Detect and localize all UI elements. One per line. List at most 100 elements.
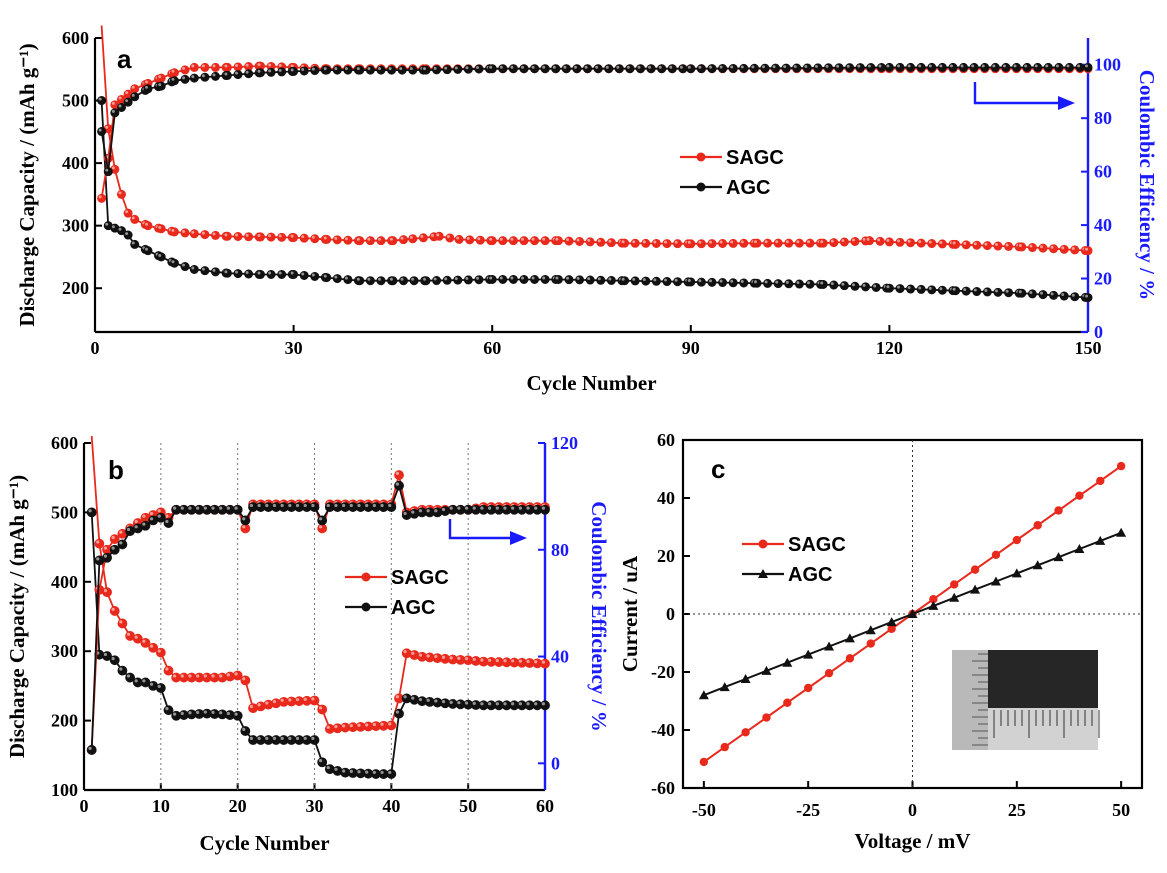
- panel-b-letter: b: [108, 455, 124, 485]
- panel-a-agc-capacity-point-highlight: [510, 276, 514, 280]
- panel-b-sagc-capacity-point-highlight: [196, 674, 200, 678]
- panel-a-agc-capacity-point: [123, 230, 133, 240]
- panel-a-agc-coulombic_efficiency-point-highlight: [563, 65, 567, 69]
- panel-a-agc-coulombic_efficiency-point-highlight: [423, 67, 426, 71]
- panel-a-sagc-capacity-point: [1038, 243, 1048, 253]
- panel-a-agc-coulombic_efficiency-point: [813, 63, 823, 73]
- panel-a-sagc-capacity-point: [972, 240, 982, 250]
- panel-a-agc-capacity-point: [673, 277, 683, 287]
- panel-a-agc-capacity-point-highlight: [454, 277, 458, 281]
- panel-b-sagc-capacity-point-highlight: [96, 540, 100, 544]
- panel-a-sagc-capacity-point: [180, 228, 190, 238]
- panel-a-sagc-capacity-point-highlight: [841, 239, 845, 243]
- panel-b-sagc-coulombic_efficiency-point-highlight: [119, 530, 123, 534]
- panel-a-sagc-capacity-point-highlight: [709, 240, 712, 244]
- panel-a-agc-coulombic_efficiency-point-highlight: [399, 67, 403, 71]
- panel-a-sagc-capacity-point: [233, 231, 243, 241]
- panel-a-sagc-capacity-point: [277, 232, 287, 242]
- panel-a-agc-coulombic_efficiency-point-highlight: [719, 65, 723, 69]
- panel-a-agc-capacity-point-highlight: [1018, 290, 1022, 294]
- panel-a-agc-capacity-point-highlight: [245, 271, 249, 275]
- panel-a-agc-coulombic_efficiency-point-highlight: [698, 65, 702, 69]
- panel-a-sagc-capacity-point-highlight: [1040, 245, 1043, 249]
- panel-a-sagc-capacity-point-highlight: [131, 216, 135, 220]
- panel-b-sagc-capacity-point-highlight: [472, 657, 476, 661]
- panel-a-agc-coulombic_efficiency-point: [667, 64, 677, 74]
- panel-a-agc-capacity-point-highlight: [995, 289, 998, 293]
- panel-a-sagc-capacity-point-highlight: [597, 239, 601, 243]
- panel-b-sagc-capacity-point-highlight: [165, 667, 169, 671]
- panel-a-sagc-capacity-point-highlight: [952, 241, 956, 245]
- panel-a-agc-capacity-point-highlight: [973, 288, 977, 292]
- panel-c-legend-label-sagc: SAGC: [788, 534, 846, 556]
- panel-b-agc-coulombic_efficiency-point: [240, 515, 251, 526]
- panel-a-agc-coulombic_efficiency-point: [884, 62, 894, 72]
- panel-a-agc-coulombic_efficiency-point-highlight: [836, 64, 840, 68]
- panel-a-sagc-capacity-point: [255, 232, 265, 242]
- panel-b-agc-coulombic_efficiency-point-highlight: [265, 503, 269, 508]
- panel-a-sagc-capacity-point: [266, 232, 276, 242]
- panel-b-x-tick-label: 50: [459, 796, 477, 816]
- panel-c-agc-point: [1032, 560, 1043, 570]
- panel-a-sagc-capacity-point-highlight: [963, 241, 967, 245]
- panel-a-agc-capacity-point: [210, 267, 220, 277]
- panel-a-agc-capacity-point: [739, 278, 749, 288]
- panel-a-agc-coulombic_efficiency-point-highlight: [182, 76, 186, 80]
- panel-c-x-tick-label: -25: [796, 800, 820, 820]
- panel-c-agc-point: [1095, 535, 1106, 545]
- panel-a-agc-coulombic_efficiency-point: [180, 74, 190, 84]
- panel-a-sagc-capacity-point-highlight: [907, 239, 911, 243]
- panel-b-agc-capacity-point-highlight: [418, 697, 423, 702]
- panel-b-agc-coulombic_efficiency-point-highlight: [103, 554, 108, 558]
- panel-a-agc-capacity-point-highlight: [191, 266, 195, 270]
- panel-a-agc-coulombic_efficiency-point: [927, 62, 937, 72]
- panel-a-agc-coulombic_efficiency-point-highlight: [388, 67, 392, 71]
- panel-a-agc-coulombic_efficiency-point: [244, 69, 254, 79]
- panel-a-agc-capacity-point: [255, 269, 265, 279]
- panel-a-agc-capacity-point-highlight: [642, 278, 646, 282]
- panel-a-sagc-coulombic_efficiency-point-highlight: [98, 195, 102, 199]
- panel-b-sagc-coulombic_efficiency-point-highlight: [395, 471, 400, 476]
- panel-c-agc-point: [1116, 527, 1127, 537]
- panel-a-sagc-capacity-point-highlight: [466, 236, 470, 240]
- panel-a-agc-coulombic_efficiency-point: [802, 63, 812, 73]
- panel-a-sagc-capacity-point: [465, 235, 475, 245]
- panel-a-agc-coulombic_efficiency-point: [332, 65, 342, 75]
- panel-a-agc-capacity-point-highlight: [311, 273, 315, 277]
- panel-a-y2-tick-label: 20: [1094, 269, 1112, 289]
- panel-a-agc-coulombic_efficiency-point: [969, 62, 979, 72]
- panel-b-sagc-capacity-point-highlight: [395, 695, 400, 699]
- panel-a-agc-coulombic_efficiency-point: [781, 63, 791, 73]
- panel-a-sagc-capacity-point: [454, 234, 464, 244]
- panel-b-agc-coulombic_efficiency-point-highlight: [303, 503, 307, 508]
- panel-a-agc-coulombic_efficiency-point-highlight: [846, 64, 850, 68]
- panel-a-agc-capacity-point-highlight: [807, 281, 810, 285]
- panel-a-arrowhead: [1058, 96, 1075, 110]
- panel-a-sagc-capacity-point-highlight: [278, 234, 282, 238]
- panel-b-agc-capacity-point-highlight: [288, 736, 292, 741]
- panel-a-agc-coulombic_efficiency-point: [474, 64, 484, 74]
- panel-a-sagc-coulombic_efficiency-point-highlight: [111, 101, 115, 105]
- panel-a-agc-coulombic_efficiency-point-highlight: [489, 65, 493, 69]
- panel-a-agc-coulombic_efficiency-point-highlight: [334, 67, 338, 71]
- panel-a-agc-capacity-point-highlight: [1061, 293, 1065, 297]
- panel-b-sagc-capacity-point-highlight: [149, 644, 154, 648]
- panel-c-agc-point: [907, 609, 918, 618]
- panel-b-agc-coulombic_efficiency-point-highlight: [249, 503, 254, 508]
- panel-b-agc-capacity-point-highlight: [303, 736, 307, 741]
- panel-a-sagc-capacity-point: [993, 241, 1003, 251]
- panel-a-agc-capacity-point: [829, 280, 839, 290]
- panel-a-sagc-capacity-point-highlight: [995, 243, 998, 247]
- panel-c-sagc-point: [845, 654, 855, 663]
- panel-a-agc-capacity-point-highlight: [400, 277, 404, 281]
- panel-b-agc-coulombic_efficiency-point-highlight: [518, 506, 522, 510]
- panel-b-sagc-capacity-point-highlight: [103, 588, 108, 593]
- panel-a-agc-coulombic_efficiency-point-highlight: [573, 65, 577, 69]
- panel-c-y-tick-label: 0: [666, 604, 675, 624]
- panel-a-agc-capacity-point: [850, 281, 860, 291]
- panel-a-agc-capacity-point-highlight: [542, 276, 546, 280]
- panel-b-agc-coulombic_efficiency-point-highlight: [380, 503, 384, 508]
- panel-b-sagc-capacity-point-highlight: [134, 635, 138, 639]
- panel-b-agc-coulombic_efficiency-point-highlight: [134, 525, 138, 529]
- panel-a-sagc-capacity-point: [376, 236, 386, 246]
